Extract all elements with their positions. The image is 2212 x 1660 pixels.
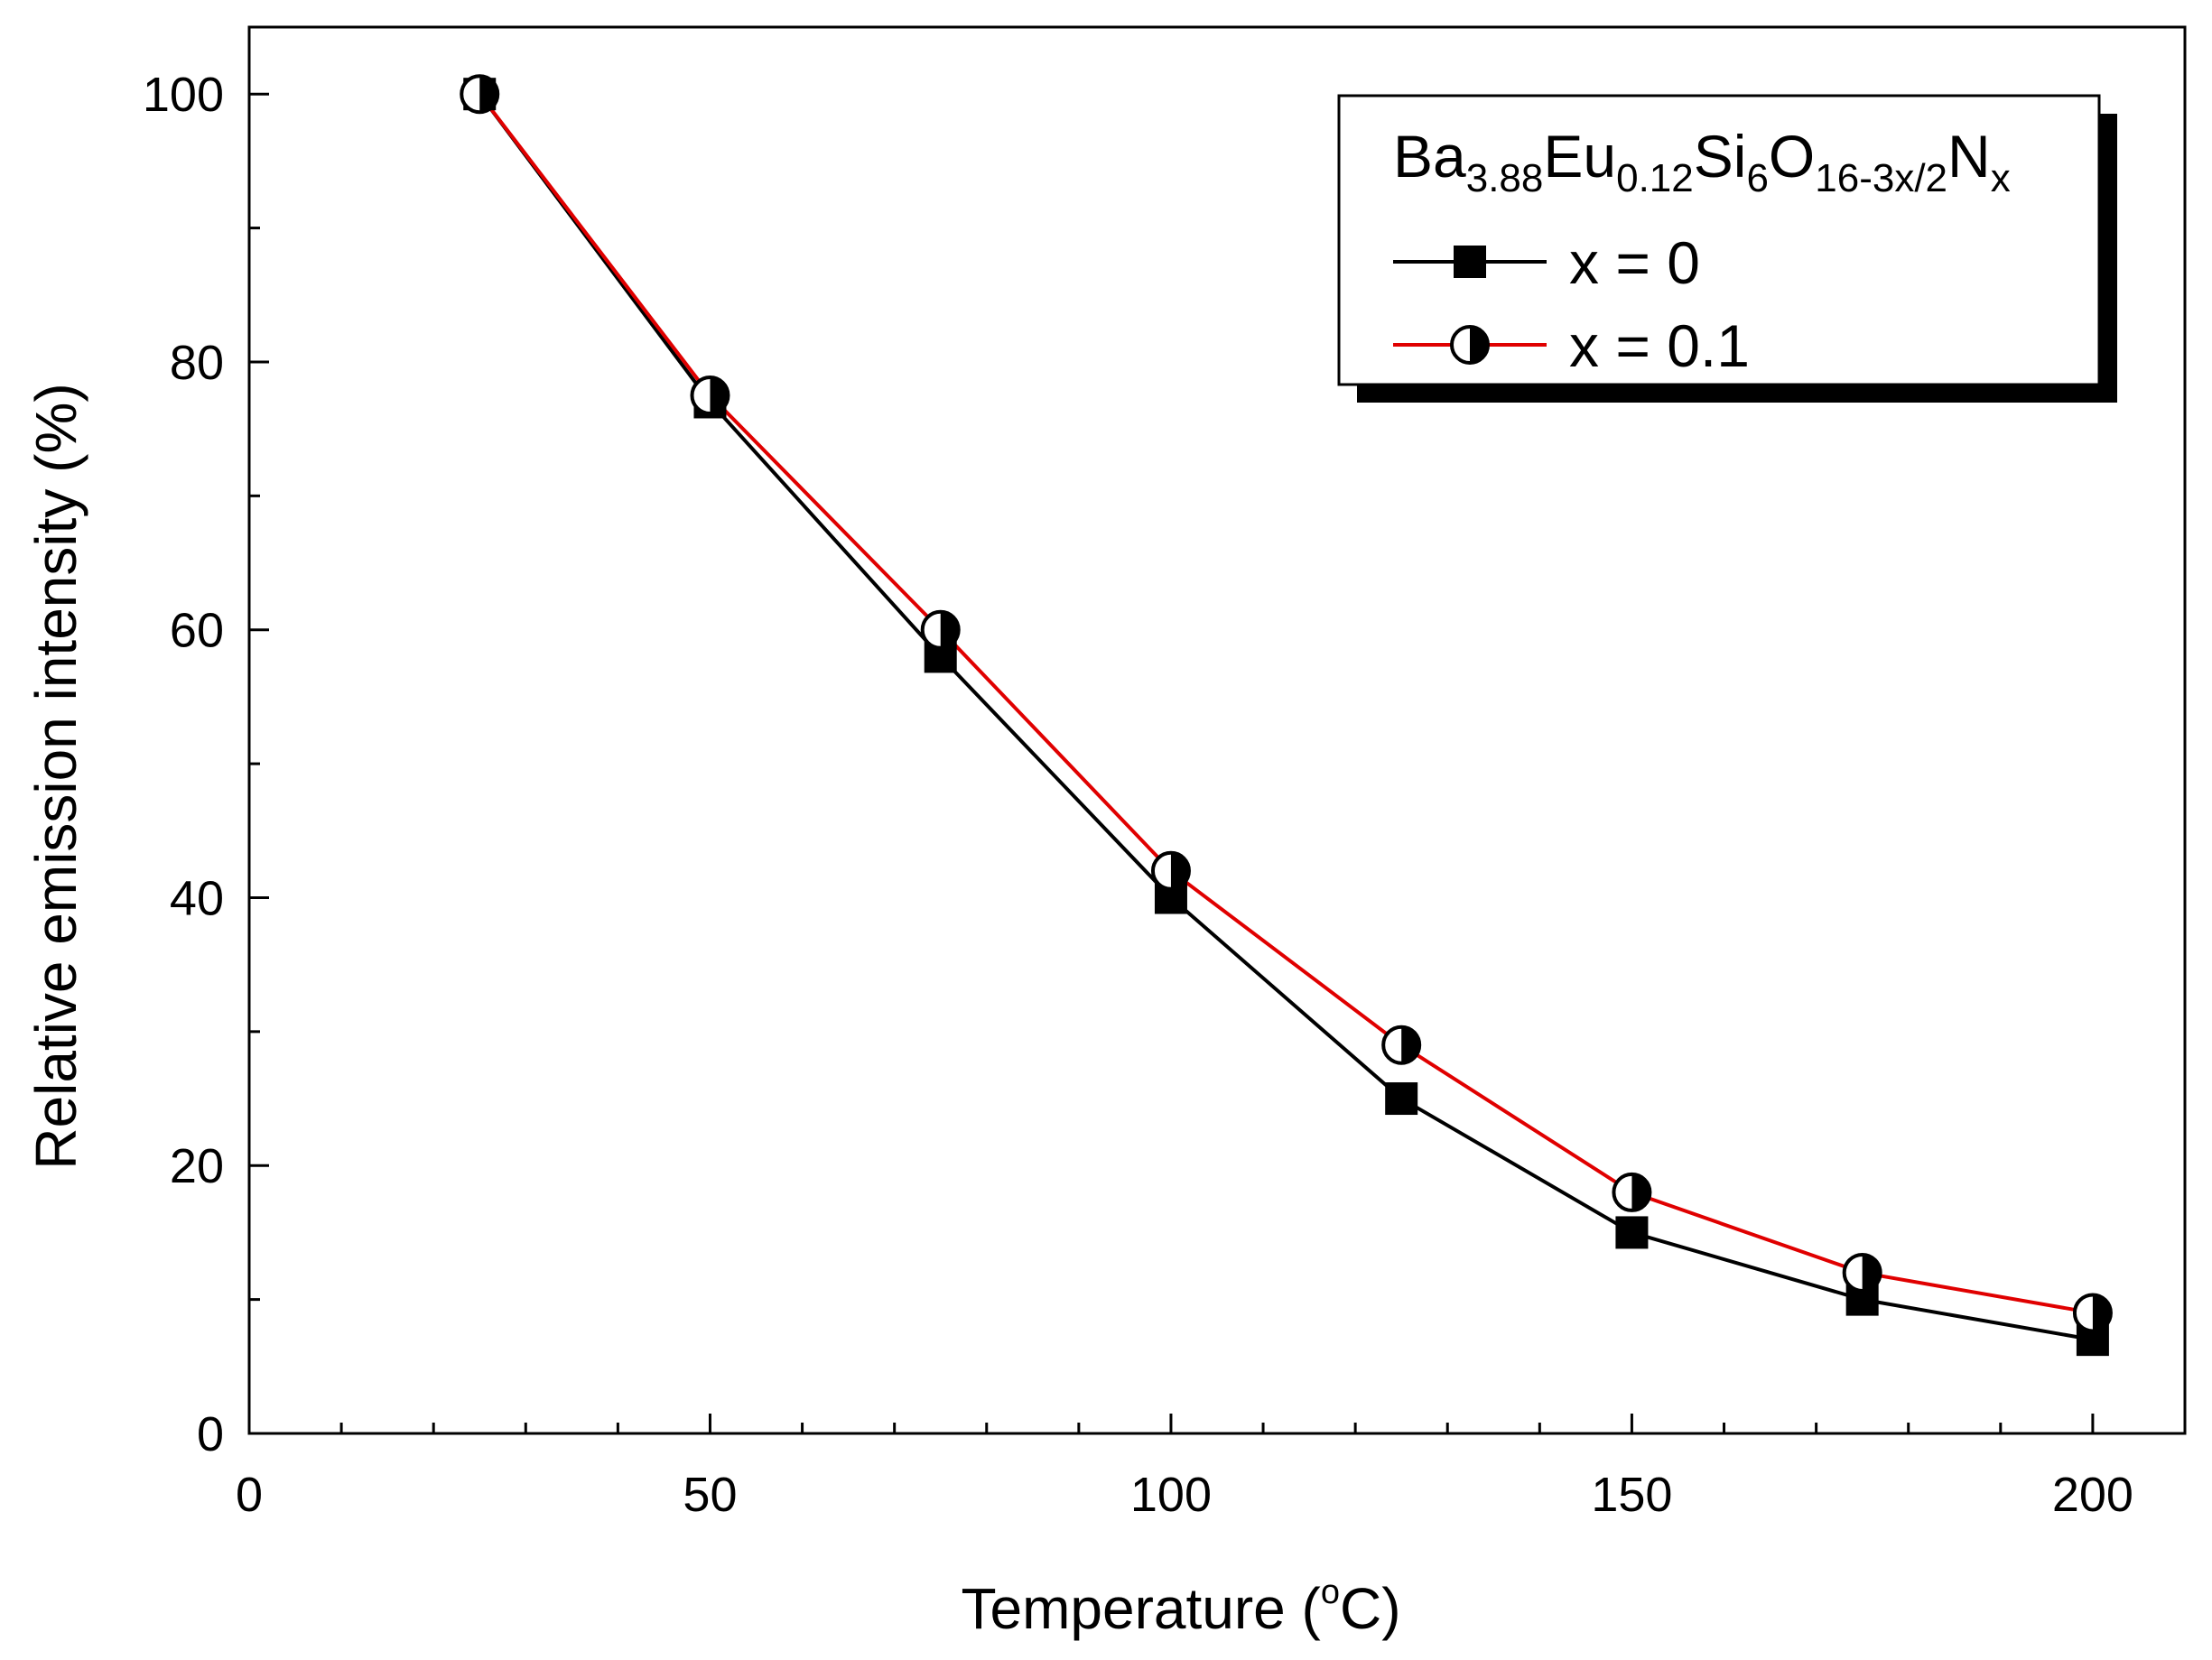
legend-title-subscript: 3.88 bbox=[1466, 156, 1544, 200]
marker-fill-dark bbox=[940, 611, 959, 648]
data-point-circle bbox=[1842, 1252, 1882, 1293]
y-tick-label: 60 bbox=[170, 604, 224, 658]
legend-title-text: Ba bbox=[1393, 123, 1466, 190]
data-point-square bbox=[1615, 1216, 1649, 1249]
legend-title: Ba3.88Eu0.12Si6O16-3x/2Nx bbox=[1393, 123, 2011, 200]
marker-outline bbox=[690, 376, 730, 416]
x-tick-label: 50 bbox=[683, 1468, 737, 1522]
y-tick-label: 20 bbox=[170, 1139, 224, 1193]
series-lines bbox=[478, 92, 2094, 1342]
data-point-circle bbox=[920, 609, 961, 650]
marker-outline bbox=[1450, 325, 1490, 365]
legend-title-subscript: 16-3x/2 bbox=[1815, 156, 1947, 200]
marker-fill-dark bbox=[1862, 1254, 1881, 1291]
marker-outline bbox=[1842, 1252, 1882, 1293]
axis-ticks bbox=[247, 92, 2187, 1435]
data-point-circle bbox=[690, 376, 730, 416]
legend-title-subscript: 6 bbox=[1746, 156, 1768, 200]
legend-title-text: Si bbox=[1694, 123, 1747, 190]
marker-fill-dark bbox=[2092, 1294, 2111, 1331]
legend-label-0: x = 0 bbox=[1569, 229, 1700, 296]
marker-outline bbox=[460, 74, 500, 115]
plot-area-border bbox=[247, 25, 2187, 1435]
series-line-1 bbox=[478, 92, 2094, 1315]
y-tick-label: 0 bbox=[197, 1407, 224, 1461]
marker-fill-dark bbox=[710, 377, 729, 414]
legend-title-text: O bbox=[1769, 123, 1815, 190]
x-axis-title-degree: o bbox=[1321, 1573, 1340, 1611]
legend-marker-circle bbox=[1450, 325, 1490, 365]
marker-outline bbox=[920, 609, 961, 650]
legend-title-subscript: x bbox=[1991, 156, 2011, 200]
legend-title-subscript: 0.12 bbox=[1616, 156, 1694, 200]
y-axis-title: Relative emission intensity (%) bbox=[23, 383, 88, 1169]
data-point-circle bbox=[2072, 1293, 2113, 1333]
data-point-square bbox=[1385, 1082, 1418, 1116]
x-axis-title: Temperature (oC) bbox=[961, 1573, 1400, 1641]
y-tick-label: 100 bbox=[143, 68, 224, 122]
y-tick-label: 80 bbox=[170, 336, 224, 390]
x-axis-title-unit: C) bbox=[1340, 1576, 1401, 1641]
x-tick-label: 0 bbox=[236, 1468, 263, 1522]
y-tick-label: 40 bbox=[170, 871, 224, 925]
x-tick-label: 150 bbox=[1591, 1468, 1672, 1522]
x-tick-label: 200 bbox=[2052, 1468, 2133, 1522]
series-markers bbox=[460, 74, 2113, 1357]
legend-title-text: N bbox=[1947, 123, 1991, 190]
marker-outline bbox=[1150, 850, 1191, 891]
data-point-circle bbox=[1612, 1172, 1652, 1212]
axis-tick-labels: 0 50 100 150 200 0 20 40 60 80 100 bbox=[143, 68, 2133, 1522]
marker-fill-dark bbox=[1170, 852, 1189, 889]
x-axis-title-main: Temperature ( bbox=[961, 1576, 1320, 1641]
data-point-circle bbox=[1150, 850, 1191, 891]
marker-fill-dark bbox=[1631, 1173, 1650, 1210]
legend-label-1: x = 0.1 bbox=[1569, 312, 1750, 379]
series-line-0 bbox=[478, 92, 2094, 1342]
marker-outline bbox=[1381, 1025, 1422, 1065]
legend: Ba3.88Eu0.12Si6O16-3x/2Nx x = 0 x = 0.1 bbox=[1337, 94, 2117, 403]
legend-title-text: Eu bbox=[1543, 123, 1616, 190]
marker-fill-dark bbox=[1401, 1026, 1420, 1063]
x-tick-label: 100 bbox=[1130, 1468, 1212, 1522]
marker-fill-dark bbox=[1470, 327, 1488, 363]
data-point-circle bbox=[460, 74, 500, 115]
plot-frame bbox=[247, 25, 2187, 1435]
marker-outline bbox=[2072, 1293, 2113, 1333]
marker-fill-dark bbox=[479, 76, 498, 113]
legend-marker-square bbox=[1454, 246, 1486, 278]
marker-outline bbox=[1612, 1172, 1652, 1212]
data-point-circle bbox=[1381, 1025, 1422, 1065]
